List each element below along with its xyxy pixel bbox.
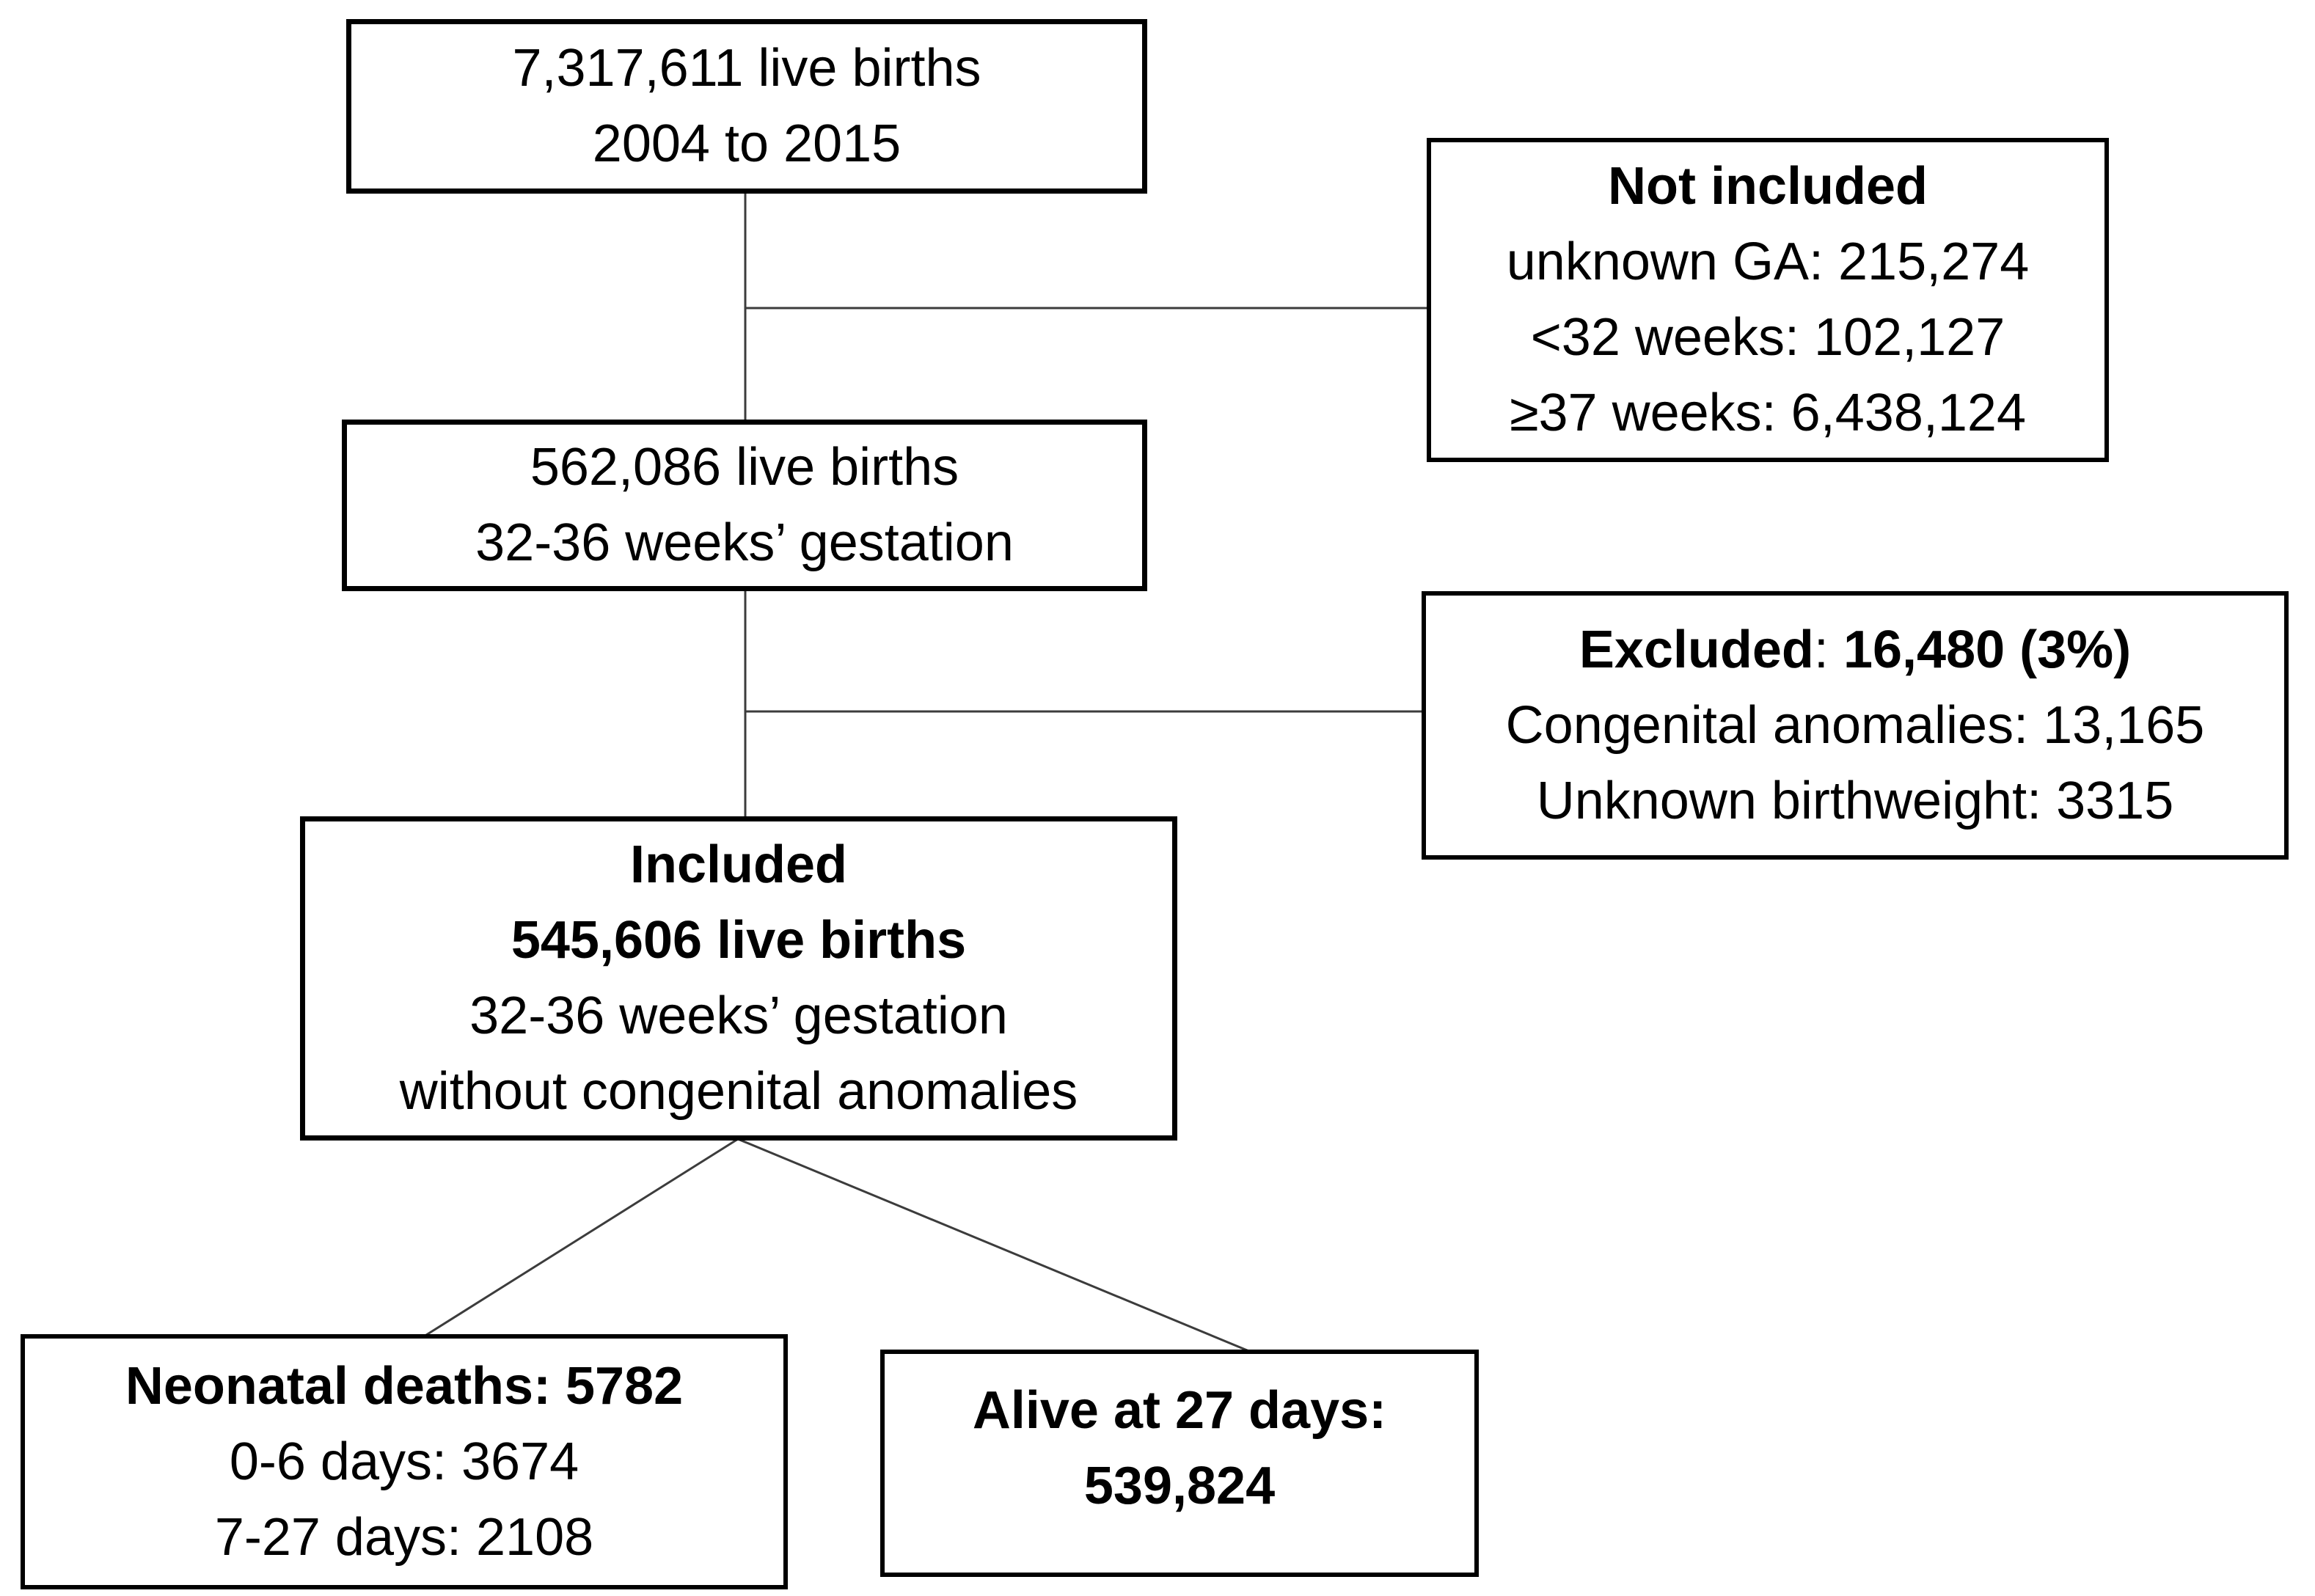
box-preterm-live-births: 562,086 live births 32-36 weeks’ gestati… bbox=[342, 420, 1147, 591]
included-count: 545,606 live births bbox=[511, 911, 967, 970]
not-included-over-37-weeks: ≥37 weeks: 6,438,124 bbox=[1509, 384, 2026, 442]
connector-included-to-neonatal-deaths bbox=[423, 1138, 739, 1338]
alive-title: Alive at 27 days: bbox=[972, 1381, 1387, 1440]
alive-count: 539,824 bbox=[1083, 1457, 1276, 1515]
box-excluded: Excluded: 16,480 (3%) Congenital anomali… bbox=[1422, 591, 2289, 860]
box-alive-at-27-days: Alive at 27 days: 539,824 bbox=[880, 1350, 1479, 1577]
excluded-congenital-anomalies: Congenital anomalies: 13,165 bbox=[1505, 695, 2205, 755]
not-included-under-32-weeks: <32 weeks: 102,127 bbox=[1530, 308, 2005, 367]
total-live-births-count: 7,317,611 live births bbox=[512, 39, 981, 98]
box-included: Included 545,606 live births 32-36 weeks… bbox=[300, 816, 1177, 1141]
neonatal-deaths-7-27-days: 7-27 days: 2108 bbox=[214, 1507, 594, 1567]
excluded-unknown-birthweight: Unknown birthweight: 3315 bbox=[1536, 771, 2174, 830]
preterm-gestation-range: 32-36 weeks’ gestation bbox=[475, 513, 1014, 572]
included-gestation-range: 32-36 weeks’ gestation bbox=[469, 986, 1008, 1045]
neonatal-deaths-0-6-days: 0-6 days: 3674 bbox=[229, 1432, 579, 1491]
included-no-anomalies: without congenital anomalies bbox=[399, 1062, 1078, 1121]
box-total-live-births: 7,317,611 live births 2004 to 2015 bbox=[346, 19, 1147, 194]
not-included-title: Not included bbox=[1608, 157, 1928, 216]
excluded-title-label: Excluded bbox=[1579, 620, 1814, 679]
box-not-included: Not included unknown GA: 215,274 <32 wee… bbox=[1427, 138, 2109, 462]
total-live-births-years: 2004 to 2015 bbox=[592, 114, 902, 173]
preterm-live-births-count: 562,086 live births bbox=[530, 438, 959, 497]
excluded-title-value: 16,480 (3%) bbox=[1843, 620, 2132, 679]
connector-included-to-alive bbox=[737, 1138, 1251, 1353]
neonatal-deaths-title: Neonatal deaths: 5782 bbox=[125, 1356, 684, 1416]
included-title: Included bbox=[629, 835, 847, 894]
box-neonatal-deaths: Neonatal deaths: 5782 0-6 days: 3674 7-2… bbox=[21, 1334, 788, 1589]
excluded-title: Excluded: 16,480 (3%) bbox=[1579, 612, 2131, 688]
not-included-unknown-ga: unknown GA: 215,274 bbox=[1506, 233, 2030, 291]
excluded-title-separator: : bbox=[1813, 620, 1843, 679]
